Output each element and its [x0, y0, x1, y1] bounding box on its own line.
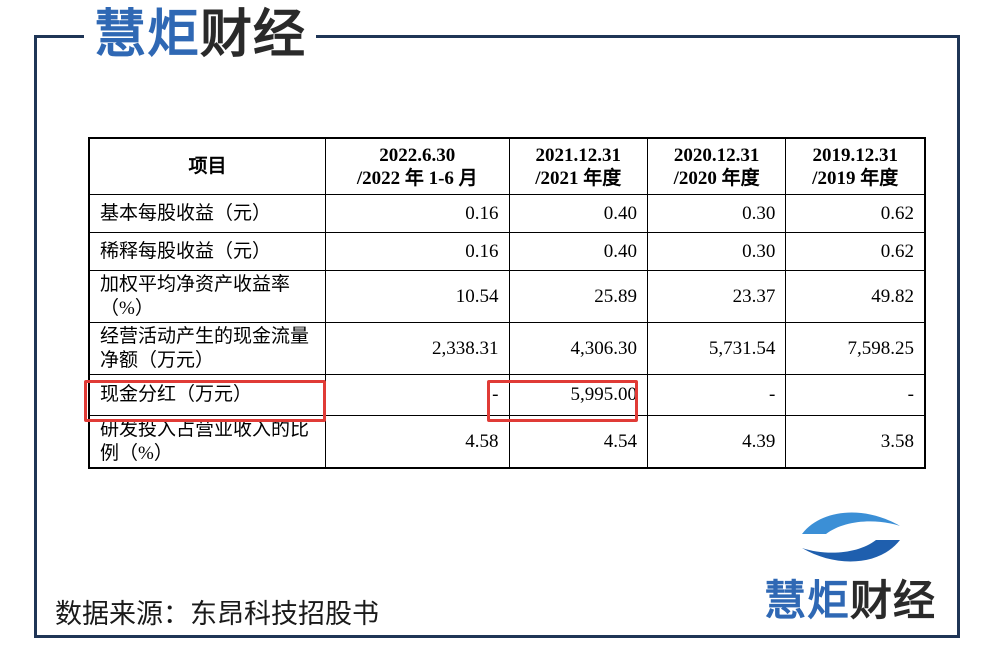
cell-value: 0.62 [785, 232, 926, 271]
cell-value: 7,598.25 [785, 322, 926, 375]
header-col-2021: 2021.12.31/2021 年度 [508, 137, 648, 195]
row-label: 稀释每股收益（元） [88, 232, 326, 271]
row-label: 加权平均净资产收益率（%） [88, 270, 326, 323]
table-row: 经营活动产生的现金流量净额（万元） 2,338.31 4,306.30 5,73… [88, 322, 926, 375]
outer-frame [34, 35, 960, 638]
cell-value: - [785, 374, 926, 416]
cell-value: 0.62 [785, 194, 926, 233]
row-label: 经营活动产生的现金流量净额（万元） [88, 322, 326, 375]
brand-name-part1: 慧炬 [94, 5, 201, 65]
brand-logo-top: 慧炬财经 [84, 4, 317, 66]
cell-value: 10.54 [325, 270, 510, 323]
brand-name-part1-bottom: 慧炬 [764, 576, 851, 625]
table-row: 研发投入占营业收入的比例（%） 4.58 4.54 4.39 3.58 [88, 415, 926, 469]
cell-value: 0.40 [508, 194, 648, 233]
cell-value: 0.16 [325, 194, 510, 233]
data-source-note: 数据来源：东昂科技招股书 [55, 599, 379, 630]
row-label: 基本每股收益（元） [88, 194, 326, 233]
cell-value: 4.58 [325, 415, 510, 469]
cell-value: 5,731.54 [646, 322, 787, 375]
cell-value: 0.40 [508, 232, 648, 271]
cell-value: 2,338.31 [325, 322, 510, 375]
cell-value: 4,306.30 [508, 322, 648, 375]
header-col-2019: 2019.12.31/2019 年度 [785, 137, 926, 195]
table-row: 加权平均净资产收益率（%） 10.54 25.89 23.37 49.82 [88, 270, 926, 323]
cell-value: 25.89 [508, 270, 648, 323]
table-row: 基本每股收益（元） 0.16 0.40 0.30 0.62 [88, 194, 926, 233]
cell-value: 49.82 [785, 270, 926, 323]
brand-logo-bottom: 慧炬财经 [764, 504, 954, 634]
header-col-2022: 2022.6.30/2022 年 1-6 月 [325, 137, 510, 195]
highlight-box-label [84, 380, 326, 422]
highlight-box-value [487, 380, 638, 422]
cell-value-highlighted: 5,995.00 [508, 374, 648, 416]
table-header-row: 项目 2022.6.30/2022 年 1-6 月 2021.12.31/202… [88, 137, 926, 195]
cell-value: 4.39 [646, 415, 787, 469]
cell-value: 0.30 [646, 194, 787, 233]
cell-value: - [646, 374, 787, 416]
header-col-2020: 2020.12.31/2020 年度 [646, 137, 787, 195]
cell-value: 0.30 [646, 232, 787, 271]
brand-wave-icon [802, 512, 900, 562]
header-item: 项目 [88, 137, 326, 195]
cell-value: 0.16 [325, 232, 510, 271]
financial-table: 项目 2022.6.30/2022 年 1-6 月 2021.12.31/202… [88, 137, 926, 469]
table-row: 稀释每股收益（元） 0.16 0.40 0.30 0.62 [88, 232, 926, 271]
cell-value: 23.37 [646, 270, 787, 323]
cell-value: 4.54 [508, 415, 648, 469]
brand-name-part2-bottom: 财经 [850, 576, 937, 625]
cell-value: - [325, 374, 510, 416]
row-label: 研发投入占营业收入的比例（%） [88, 415, 326, 469]
cell-value: 3.58 [785, 415, 926, 469]
brand-name-part2: 财经 [200, 5, 307, 65]
